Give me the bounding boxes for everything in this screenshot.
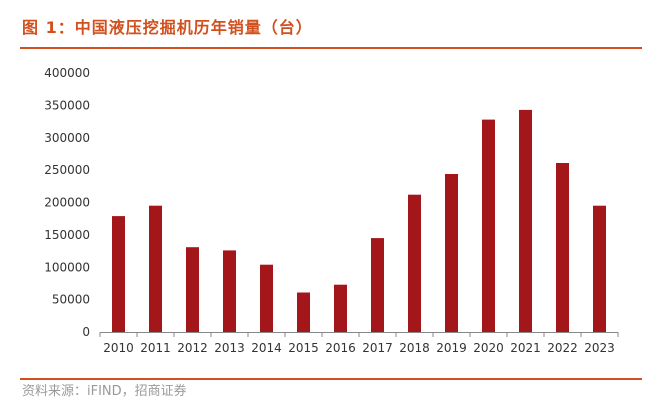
bar-2015 — [297, 292, 310, 332]
y-tick-label: 200000 — [44, 196, 90, 210]
x-tick-label: 2014 — [251, 341, 282, 355]
x-tick-label: 2021 — [510, 341, 541, 355]
y-tick-label: 300000 — [44, 131, 90, 145]
bar-2018 — [408, 194, 421, 332]
x-tick-label: 2015 — [288, 341, 319, 355]
bar-2017 — [371, 238, 384, 332]
source-divider — [20, 378, 642, 380]
bars — [112, 109, 606, 333]
bar-2019 — [445, 174, 458, 332]
x-axis: 2010 2011 2012 2013 2014 2015 2016 2017 2018 2019… — [99, 332, 619, 355]
bar-2010 — [112, 216, 125, 332]
x-tick-label: 2011 — [140, 341, 171, 355]
x-tick-label: 2018 — [399, 341, 430, 355]
y-tick-label: 150000 — [44, 228, 90, 242]
y-tick-label: 250000 — [44, 163, 90, 177]
bar-2011 — [149, 205, 162, 332]
x-tick-label: 2016 — [325, 341, 356, 355]
figure-title: 图 1：中国液压挖掘机历年销量（台） — [22, 18, 313, 37]
y-tick-label: 0 — [82, 325, 90, 339]
bar-2012 — [186, 247, 199, 332]
x-tick-label: 2019 — [436, 341, 467, 355]
bar-2023 — [593, 205, 606, 332]
x-tick-label: 2010 — [103, 341, 134, 355]
bar-2013 — [223, 250, 236, 332]
x-tick-label: 2017 — [362, 341, 393, 355]
title-divider — [20, 47, 642, 49]
y-tick-label: 350000 — [44, 98, 90, 112]
bar-2014 — [260, 264, 273, 332]
x-tick-label: 2022 — [547, 341, 578, 355]
source-note: 资料来源：iFIND，招商证券 — [22, 384, 187, 399]
bar-2022 — [556, 163, 569, 332]
x-tick-label: 2020 — [473, 341, 504, 355]
y-tick-label: 100000 — [44, 260, 90, 274]
bar-2016 — [334, 284, 347, 332]
x-tick-label: 2023 — [584, 341, 615, 355]
bar-2020 — [482, 119, 495, 332]
x-tick-label: 2013 — [214, 341, 245, 355]
y-tick-label: 50000 — [52, 293, 90, 307]
bar-2021 — [519, 109, 532, 333]
x-tick-label: 2012 — [177, 341, 208, 355]
y-axis: 0 50000 100000 150000 200000 250000 300000 3500… — [44, 66, 90, 339]
y-tick-label: 400000 — [44, 66, 90, 80]
